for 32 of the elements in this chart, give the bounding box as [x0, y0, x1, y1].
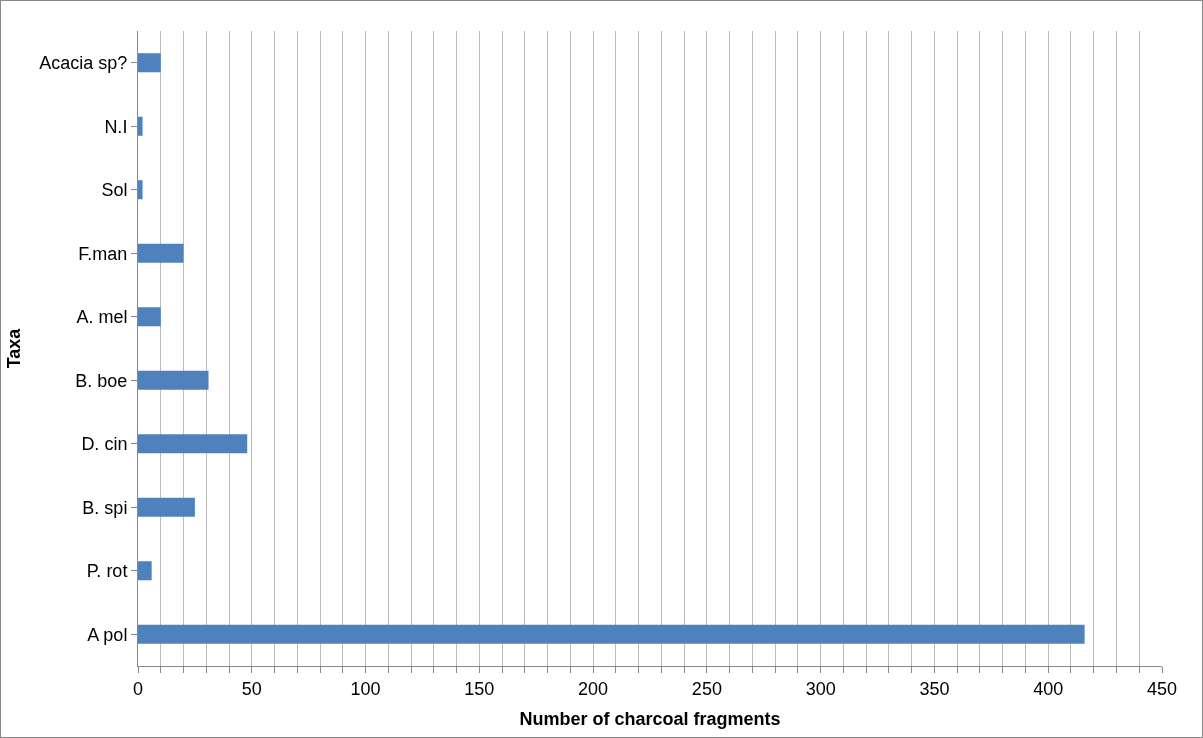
bar — [138, 497, 195, 517]
bar — [138, 116, 143, 136]
x-tick-label: 400 — [1033, 678, 1064, 699]
y-tick-label: A. mel — [76, 307, 128, 328]
x-tick-label: 450 — [1146, 678, 1178, 699]
bar — [138, 243, 184, 263]
x-axis-title: Number of charcoal fragments — [519, 708, 781, 729]
x-tick-label: 350 — [919, 678, 950, 699]
y-tick-label: Acacia sp? — [39, 53, 128, 74]
x-tick-label: 200 — [578, 678, 609, 699]
bar — [138, 561, 152, 581]
bar — [138, 624, 1085, 644]
y-tick-label: F.man — [78, 243, 128, 264]
y-tick-label: P. rot — [86, 561, 128, 582]
x-tick-label: 300 — [805, 678, 836, 699]
y-tick-label: D. cin — [81, 434, 128, 455]
bar — [138, 180, 143, 200]
x-tick-label: 100 — [350, 678, 381, 699]
y-tick-label: Sol — [101, 180, 128, 201]
x-tick-label: 250 — [691, 678, 722, 699]
bar — [138, 53, 161, 73]
x-tick-label: 150 — [464, 678, 495, 699]
x-tick-label: 50 — [241, 678, 262, 699]
bar — [138, 434, 248, 454]
bar — [138, 307, 161, 327]
y-tick-label: N.I — [104, 116, 128, 137]
y-tick-label: B. spi — [82, 497, 128, 518]
y-axis-title: Taxa — [3, 327, 24, 369]
x-tick-label: 0 — [132, 678, 144, 699]
y-tick-label: A pol — [87, 624, 128, 645]
bar — [138, 370, 209, 390]
y-tick-label: B. boe — [75, 370, 128, 391]
